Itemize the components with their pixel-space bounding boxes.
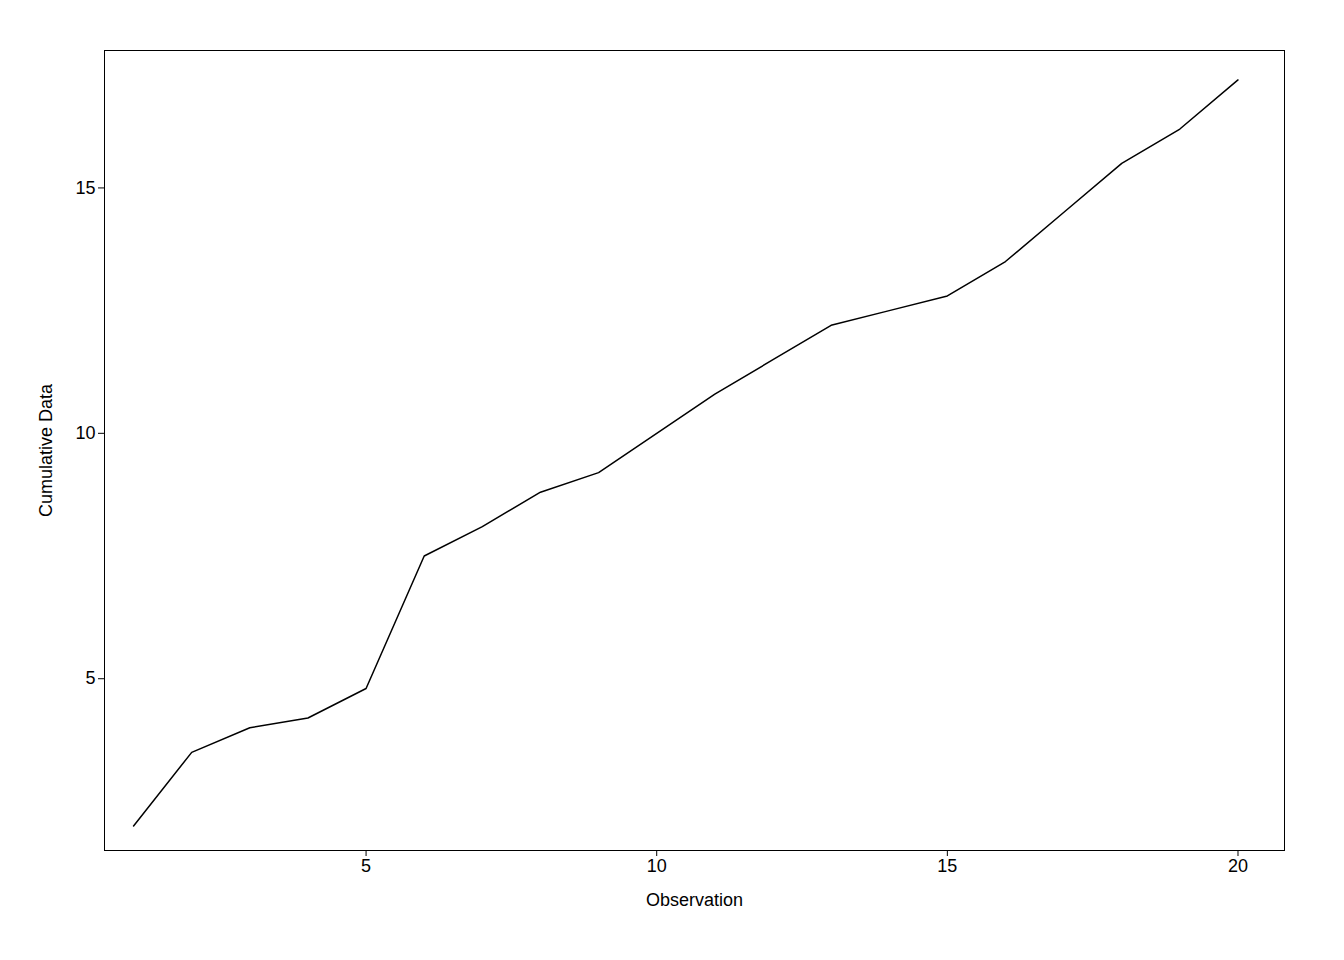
svg-text:5: 5 (361, 856, 371, 876)
svg-text:Cumulative Data: Cumulative Data (36, 383, 56, 517)
svg-text:15: 15 (75, 178, 95, 198)
svg-text:10: 10 (647, 856, 667, 876)
svg-text:Observation: Observation (646, 890, 743, 910)
svg-text:5: 5 (85, 668, 95, 688)
svg-text:20: 20 (1228, 856, 1248, 876)
svg-text:10: 10 (75, 423, 95, 443)
svg-text:15: 15 (937, 856, 957, 876)
